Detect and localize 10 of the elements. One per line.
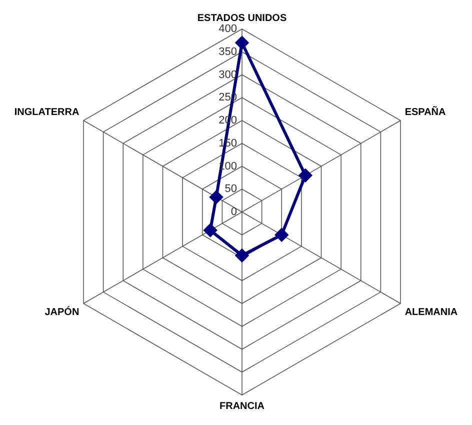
spoke-label: JAPÓN: [44, 306, 80, 318]
y-tick-label: 400: [218, 23, 237, 36]
y-tick-label: 0: [230, 206, 237, 218]
y-tick-label: 50: [224, 183, 237, 196]
spoke-label: ESTADOS UNIDOS: [197, 12, 287, 24]
spoke-label: ESPAÑA: [404, 106, 446, 118]
spoke-label: FRANCIA: [220, 400, 264, 412]
spoke-label: INGLATERRA: [14, 106, 80, 118]
y-tick-label: 350: [218, 46, 237, 58]
spoke-label: ALEMANIA: [404, 306, 458, 318]
